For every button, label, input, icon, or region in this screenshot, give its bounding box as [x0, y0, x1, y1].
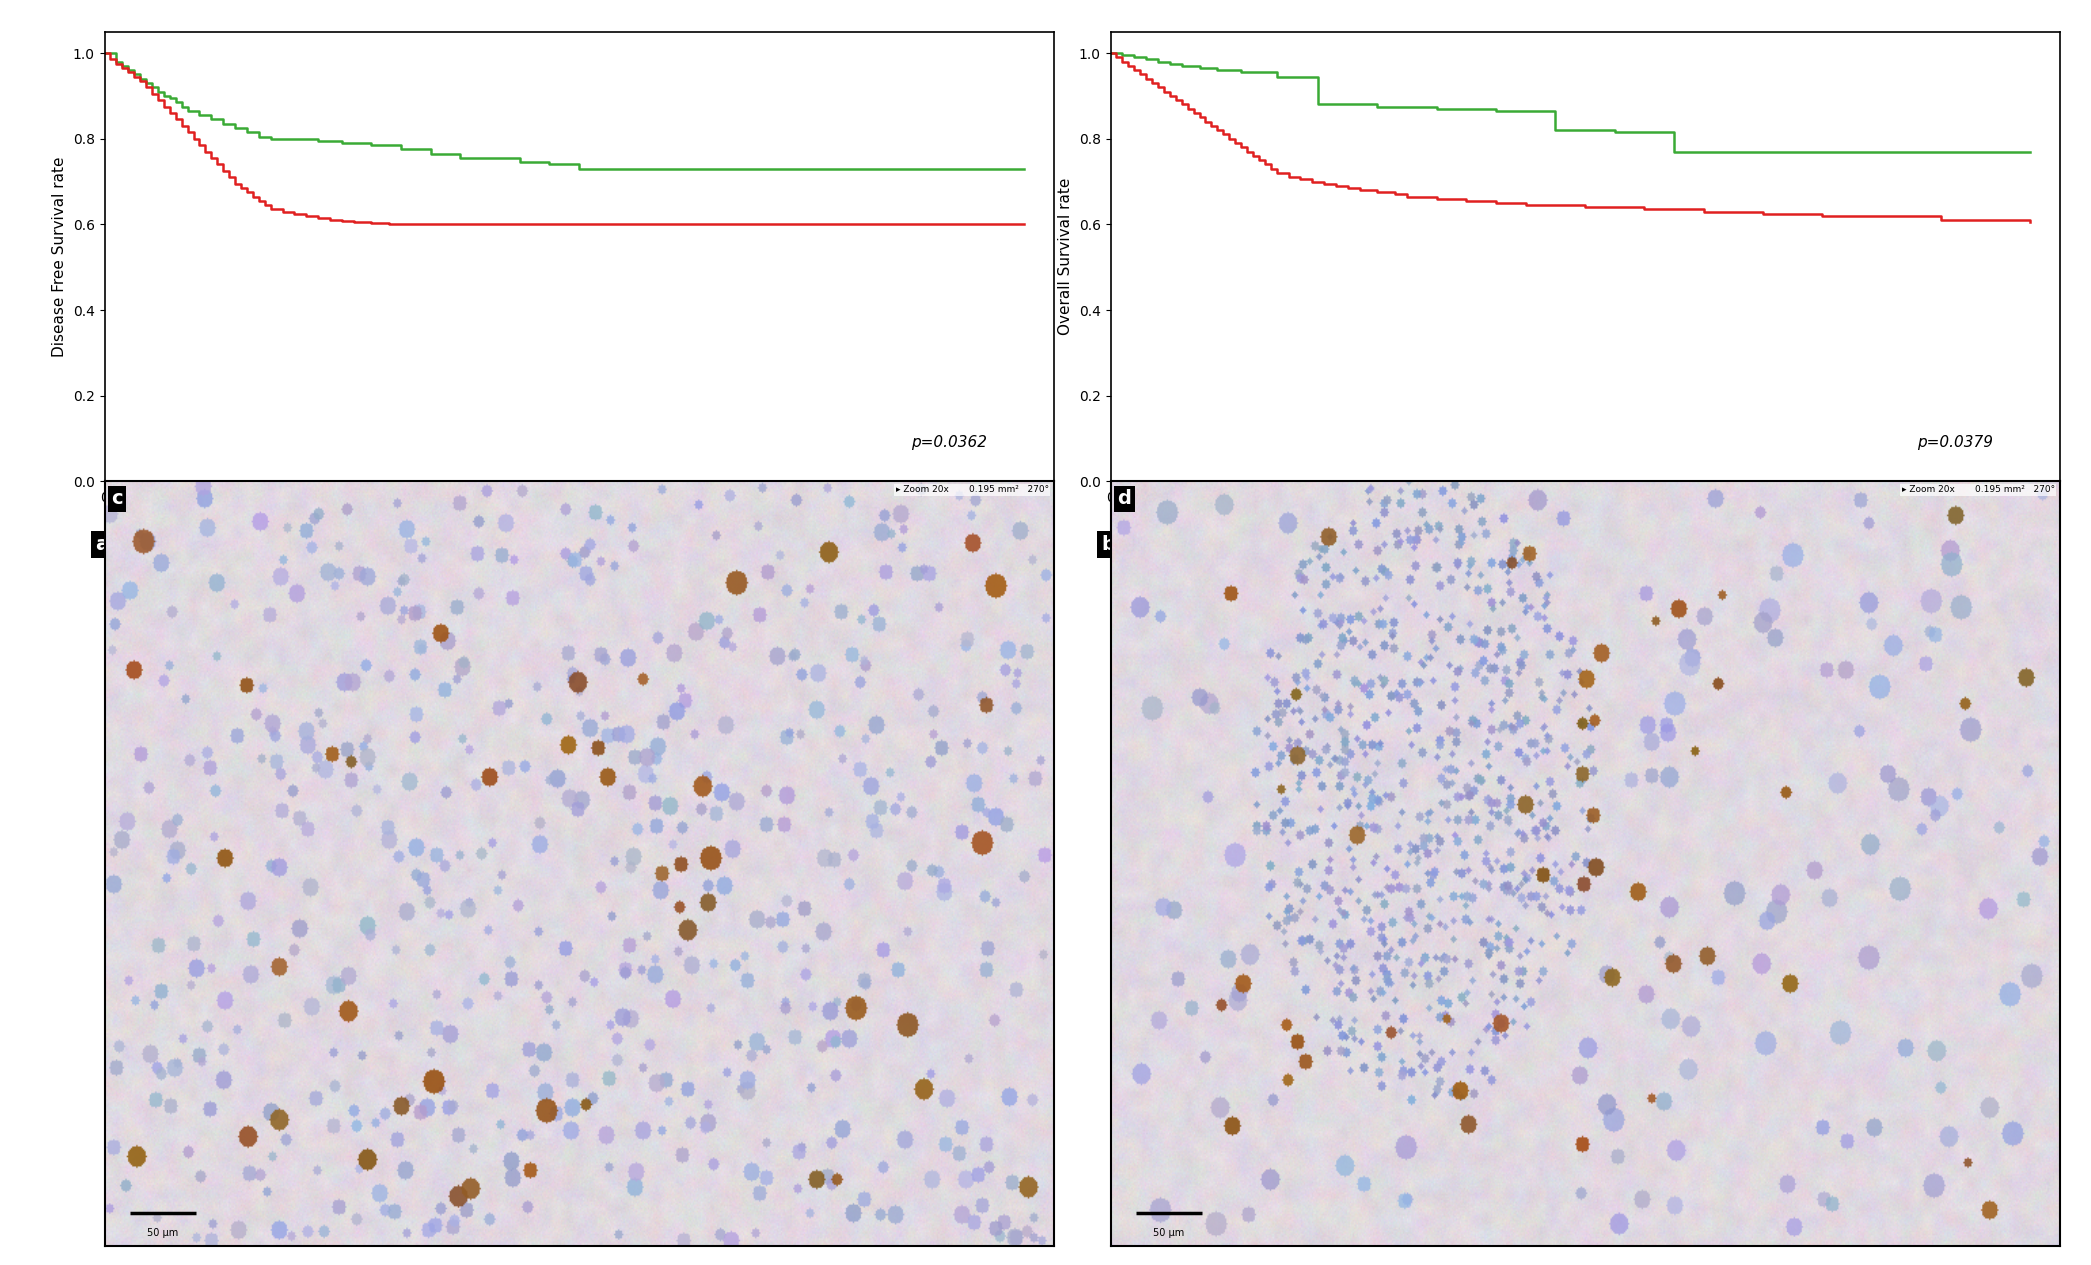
- X-axis label: Months after Surgery: Months after Surgery: [498, 511, 661, 526]
- Text: d: d: [1117, 490, 1131, 509]
- Text: 50 μm: 50 μm: [146, 1228, 178, 1238]
- Y-axis label: Overall Survival rate: Overall Survival rate: [1058, 178, 1073, 335]
- Text: p=0.0379: p=0.0379: [1917, 435, 1993, 450]
- Text: ▸ Zoom 20x       0.195 mm²   270°: ▸ Zoom 20x 0.195 mm² 270°: [895, 486, 1050, 495]
- X-axis label: Months after Diagnosis: Months after Diagnosis: [1497, 511, 1673, 526]
- Y-axis label: Disease Free Survival rate: Disease Free Survival rate: [52, 157, 67, 357]
- Text: p=0.0362: p=0.0362: [912, 435, 987, 450]
- Text: a: a: [94, 535, 109, 554]
- Text: c: c: [111, 490, 123, 509]
- Text: 50 μm: 50 μm: [1154, 1228, 1184, 1238]
- Text: ▸ Zoom 20x       0.195 mm²   270°: ▸ Zoom 20x 0.195 mm² 270°: [1903, 486, 2055, 495]
- Text: b: b: [1102, 535, 1115, 554]
